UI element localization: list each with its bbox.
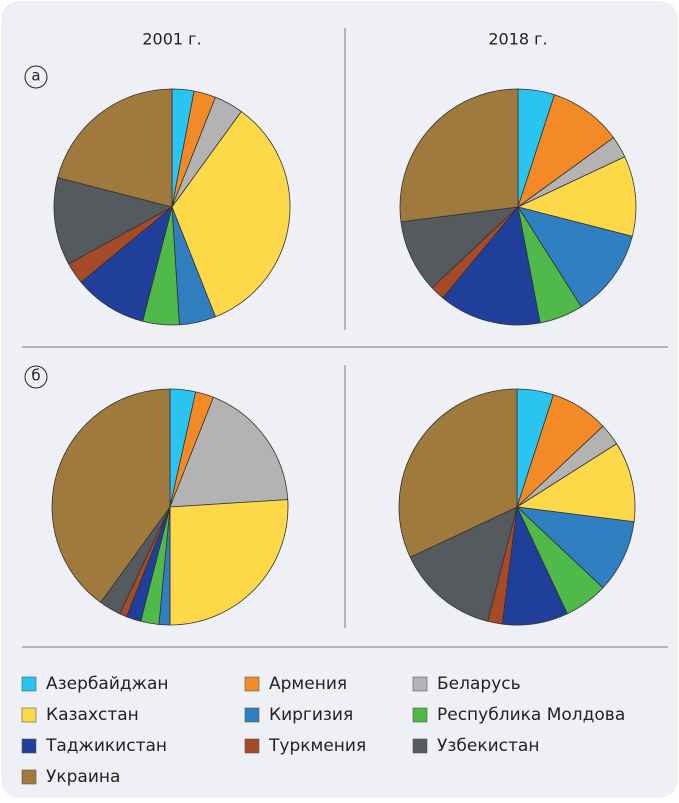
legend-label: Украина [46, 767, 120, 787]
legend-swatch [21, 738, 37, 754]
pie-slice [80, 205, 173, 322]
pie-slice [515, 506, 635, 589]
pie-slice [51, 388, 171, 604]
panel-circle [24, 365, 48, 389]
pie-slice [442, 206, 541, 326]
legend-label: Казахстан [46, 705, 139, 725]
legend-label: Армения [269, 674, 347, 694]
pie-slice [171, 110, 291, 318]
legend-label: Узбекистан [437, 736, 539, 756]
legend-swatch [244, 676, 260, 692]
legend-swatch [244, 738, 260, 754]
pie-slice [517, 94, 615, 209]
pie-slice [516, 156, 637, 237]
pie-slice [399, 88, 519, 223]
panel-label: а [31, 67, 40, 85]
legend-label: Туркмения [268, 736, 366, 756]
panel-label: б [31, 367, 40, 385]
legend-swatch [244, 707, 260, 723]
legend-swatch [21, 676, 37, 692]
legend-label: Республика Молдова [437, 705, 625, 725]
legend-label: Таджикистан [45, 736, 167, 756]
pie-slice [517, 206, 633, 308]
pie-slice [409, 506, 518, 622]
pie-slice [57, 88, 173, 208]
legend-label: Киргизия [269, 705, 353, 725]
legend-swatch [21, 769, 37, 785]
pie-slice [400, 206, 520, 289]
legend-label: Азербайджан [46, 674, 168, 694]
header: 2018 г. [488, 30, 547, 49]
pie-slice [398, 388, 518, 558]
legend-swatch [21, 707, 37, 723]
legend-label: Беларусь [437, 674, 521, 694]
panel-circle [24, 65, 48, 89]
header: 2001 г. [142, 30, 201, 49]
pie-slice [169, 499, 289, 626]
pie-slice [53, 177, 174, 265]
pie-slice [515, 443, 636, 523]
pie-slice [169, 396, 289, 508]
legend-swatch [412, 707, 428, 723]
legend-swatch [412, 676, 428, 692]
legend-swatch [412, 738, 428, 754]
